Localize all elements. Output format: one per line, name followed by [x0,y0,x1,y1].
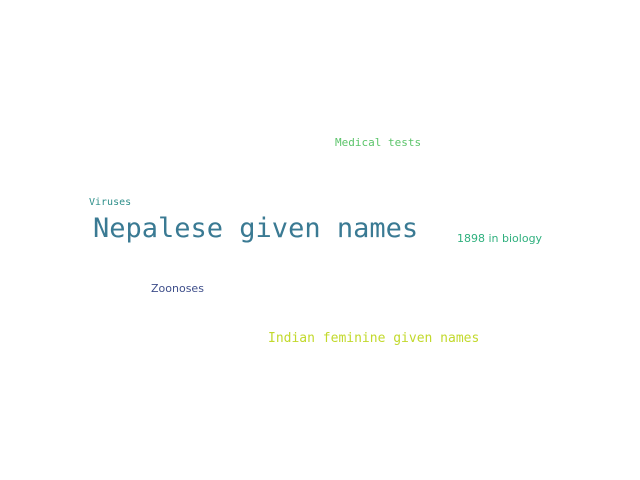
word-1898-in-biology: 1898 in biology [457,232,543,245]
word-indian-feminine-given-names: Indian feminine given names [268,331,480,346]
word-viruses: Viruses [89,197,132,208]
word-medical-tests: Medical tests [335,136,422,149]
word-nepalese-given-names: Nepalese given names [93,213,419,244]
word-zoonoses: Zoonoses [151,282,204,295]
